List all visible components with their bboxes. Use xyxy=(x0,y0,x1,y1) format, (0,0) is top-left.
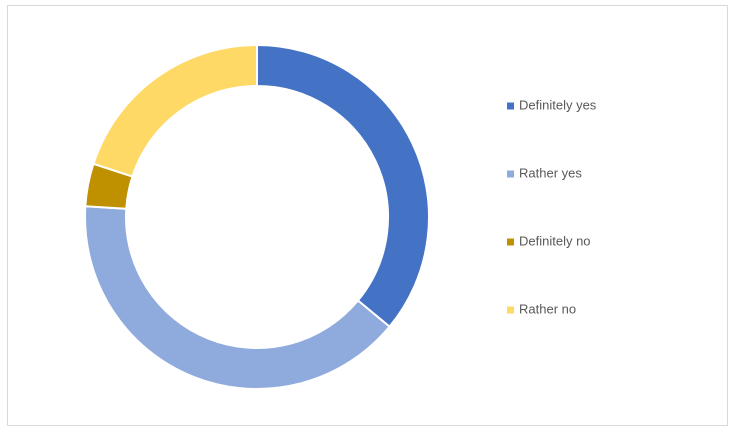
legend-swatch xyxy=(507,102,514,110)
donut-segment xyxy=(92,43,258,178)
legend-label: Rather no xyxy=(519,301,576,316)
donut-segment xyxy=(84,205,391,390)
plot-area xyxy=(84,43,430,390)
legend-label: Rather yes xyxy=(519,165,582,180)
legend-swatch xyxy=(507,170,514,178)
legend-label: Definitely no xyxy=(519,233,591,248)
chart-frame xyxy=(7,5,728,426)
legend: Definitely yes Rather yes Definitely no Rat… xyxy=(507,97,597,316)
legend-label: Definitely yes xyxy=(519,97,597,112)
legend-swatch xyxy=(507,238,514,246)
legend-swatch xyxy=(507,306,514,314)
